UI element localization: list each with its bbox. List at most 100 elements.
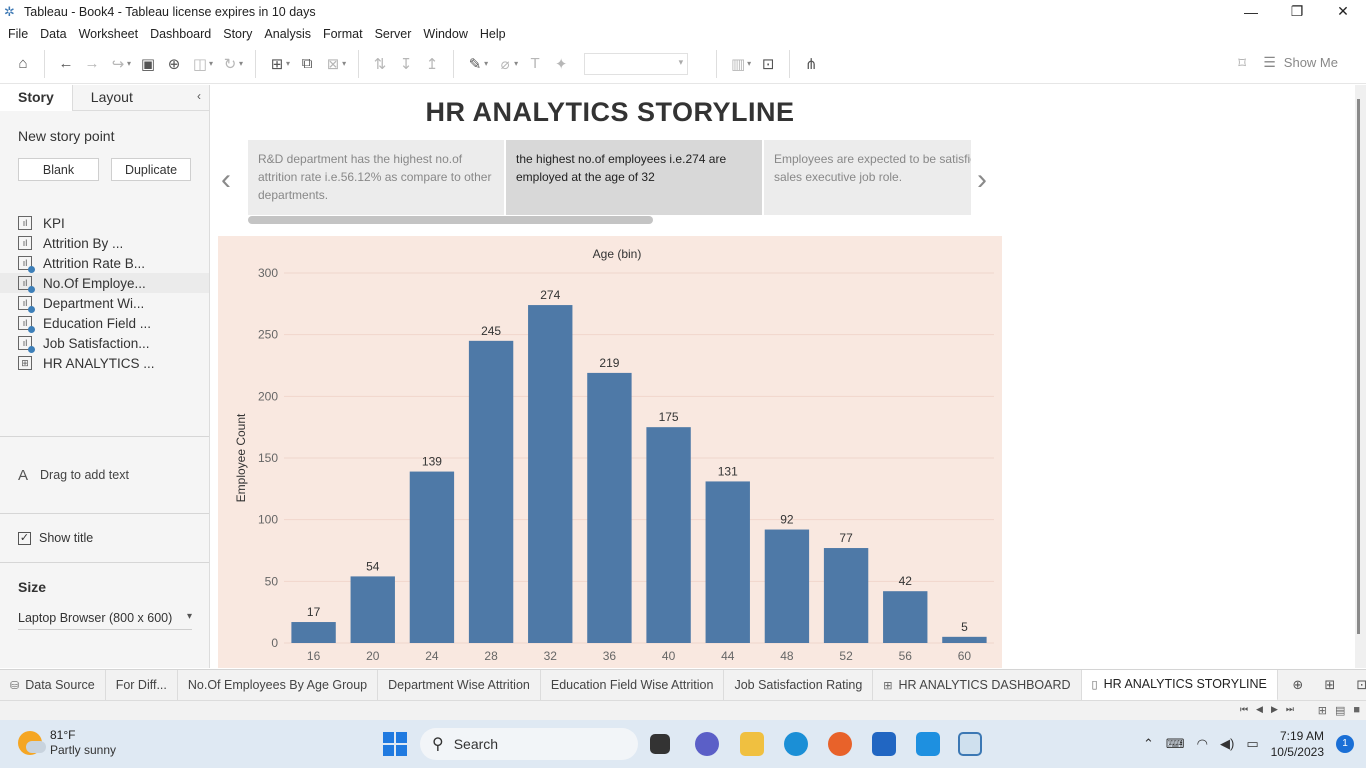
share-icon[interactable]: ⋔ <box>804 55 818 73</box>
caret-icon[interactable]: ▾ <box>514 59 519 68</box>
menu-format[interactable]: Format <box>322 26 363 41</box>
firefox-icon[interactable] <box>828 732 852 756</box>
sort-descending-icon[interactable]: ↥ <box>425 55 439 73</box>
sort-ascending-icon[interactable]: ↧ <box>399 55 413 73</box>
menu-file[interactable]: File <box>8 26 29 41</box>
menu-help[interactable]: Help <box>479 26 506 41</box>
duplicate-sheet-icon[interactable]: ⧉ <box>301 55 313 72</box>
swap-icon[interactable]: ⇅ <box>373 55 387 73</box>
show-sheets-grid-icon[interactable]: ⊞ <box>1317 705 1327 717</box>
new-dashboard-tab-icon[interactable]: ⊞ <box>1324 677 1336 692</box>
drag-text-object[interactable]: A Drag to add text <box>0 437 209 513</box>
replay-icon[interactable]: ↪ <box>111 55 125 73</box>
labels-icon[interactable]: T <box>530 55 540 72</box>
next-point-icon[interactable]: › <box>977 163 987 196</box>
sheet-tab[interactable]: For Diff... <box>106 669 178 701</box>
battery-icon[interactable]: ▭ <box>1246 736 1259 751</box>
windows-start-icon[interactable] <box>383 732 407 756</box>
fit-dropdown[interactable] <box>584 52 689 75</box>
menu-worksheet[interactable]: Worksheet <box>78 26 139 41</box>
weather-widget[interactable]: 81°F Partly sunny <box>18 728 116 758</box>
sheet-tab[interactable]: No.Of Employees By Age Group <box>178 669 379 701</box>
story-point-2[interactable]: the highest no.of employees i.e.274 are … <box>506 140 762 215</box>
taskbar-search[interactable]: ⚲ Search <box>420 728 638 760</box>
menu-window[interactable]: Window <box>423 26 468 41</box>
menu-story[interactable]: Story <box>223 26 253 41</box>
caret-icon[interactable]: ▾ <box>342 59 347 68</box>
notification-badge[interactable]: 1 <box>1336 735 1354 753</box>
sheet-list-item[interactable]: ıl Education Field ... <box>0 313 209 333</box>
edge-icon[interactable] <box>784 732 808 756</box>
caret-icon[interactable]: ▾ <box>484 59 489 68</box>
vertical-scrollbar[interactable] <box>1355 85 1366 668</box>
filmstrip-icon[interactable]: ▤ <box>1334 705 1346 717</box>
tabs-view-icon[interactable]: ■ <box>1353 704 1360 716</box>
sheet-list-item[interactable]: ıl Department Wi... <box>0 293 209 313</box>
last-sheet-icon[interactable]: ⏭ <box>1285 704 1294 714</box>
sheet-tab[interactable]: Education Field Wise Attrition <box>541 669 725 701</box>
menu-dashboard[interactable]: Dashboard <box>150 26 212 41</box>
redo-icon[interactable]: → <box>84 55 100 72</box>
home-icon[interactable]: ⌂ <box>18 55 28 72</box>
clock[interactable]: 7:19 AM 10/5/2023 <box>1271 728 1324 760</box>
caret-icon[interactable]: ▾ <box>127 59 132 68</box>
menu-server[interactable]: Server <box>374 26 412 41</box>
checkbox-checked-icon[interactable]: ✓ <box>18 531 31 545</box>
prev-sheet-icon[interactable]: ◀ <box>1256 704 1263 714</box>
size-dropdown[interactable]: Laptop Browser (800 x 600) <box>18 611 192 630</box>
task-view-icon[interactable] <box>650 734 670 754</box>
restore-button[interactable]: ❐ <box>1290 3 1304 19</box>
chevron-up-icon[interactable]: ⌃ <box>1142 736 1154 751</box>
pause-updates-icon[interactable]: ◫ <box>192 55 208 73</box>
sheet-tab[interactable]: Job Satisfaction Rating <box>724 669 874 701</box>
caret-icon[interactable]: ▾ <box>209 59 214 68</box>
sheet-list-item[interactable]: ⊞ HR ANALYTICS ... <box>0 353 209 373</box>
show-me-button[interactable]: ☰ Show Me <box>1263 54 1338 71</box>
scrollbar-thumb[interactable] <box>1357 99 1360 634</box>
new-data-source-icon[interactable]: ⊕ <box>167 55 181 73</box>
story-point-1[interactable]: R&D department has the highest no.of att… <box>248 140 504 215</box>
volume-icon[interactable]: ◀) <box>1219 736 1235 751</box>
caret-icon[interactable]: ▾ <box>747 59 752 68</box>
sheet-list-item[interactable]: ıl Job Satisfaction... <box>0 333 209 353</box>
menu-analysis[interactable]: Analysis <box>264 26 311 41</box>
save-icon[interactable]: ▣ <box>140 55 156 73</box>
sheet-list-item[interactable]: ıl Attrition By ... <box>0 233 209 253</box>
tab-layout[interactable]: Layout <box>90 89 133 105</box>
undo-icon[interactable]: ← <box>58 55 74 72</box>
card-toggle-icon[interactable]: ▥ <box>731 55 746 73</box>
group-icon[interactable]: ⌀ <box>500 55 510 73</box>
wifi-icon[interactable]: ◠ <box>1196 736 1208 751</box>
highlight-icon[interactable]: ✎ <box>468 55 482 73</box>
sheet-tab[interactable]: Department Wise Attrition <box>378 669 541 701</box>
teams-icon[interactable] <box>695 732 719 756</box>
store-icon[interactable] <box>872 732 896 756</box>
new-worksheet-tab-icon[interactable]: ⊕ <box>1292 677 1304 692</box>
file-explorer-icon[interactable] <box>740 732 764 756</box>
next-sheet-icon[interactable]: ▶ <box>1270 704 1278 714</box>
sheet-tab[interactable]: ⛁ Data Source <box>0 669 106 701</box>
tab-story[interactable]: Story <box>0 85 73 111</box>
menu-data[interactable]: Data <box>40 26 67 41</box>
pin-icon[interactable]: ✦ <box>554 55 568 73</box>
new-story-tab-icon[interactable]: ⊡ <box>1356 677 1366 692</box>
new-worksheet-icon[interactable]: ⊞ <box>270 55 284 73</box>
tableau-taskbar-icon[interactable] <box>958 732 982 756</box>
story-points-scrollbar[interactable] <box>248 216 653 224</box>
sheet-tab[interactable]: ⊞ HR ANALYTICS DASHBOARD <box>873 669 1082 701</box>
sheet-list-item[interactable]: ıl Attrition Rate B... <box>0 253 209 273</box>
minimize-button[interactable]: — <box>1244 3 1258 20</box>
photos-icon[interactable] <box>916 732 940 756</box>
caret-icon[interactable]: ▾ <box>286 59 291 68</box>
caret-icon[interactable]: ▾ <box>239 59 244 68</box>
sheet-tab[interactable]: ▯ HR ANALYTICS STORYLINE <box>1081 669 1278 701</box>
format-painter-icon[interactable]: ⌑ <box>1238 55 1246 72</box>
refresh-icon[interactable]: ↻ <box>223 55 237 73</box>
close-button[interactable]: ✕ <box>1337 3 1349 19</box>
blank-button[interactable]: Blank <box>18 158 99 181</box>
show-title-checkbox[interactable]: ✓ Show title <box>0 514 209 562</box>
collapse-pane-icon[interactable]: ‹ <box>197 89 201 103</box>
keyboard-icon[interactable]: ⌨ <box>1165 736 1185 751</box>
previous-point-icon[interactable]: ‹ <box>221 163 231 196</box>
duplicate-button[interactable]: Duplicate <box>111 158 191 181</box>
